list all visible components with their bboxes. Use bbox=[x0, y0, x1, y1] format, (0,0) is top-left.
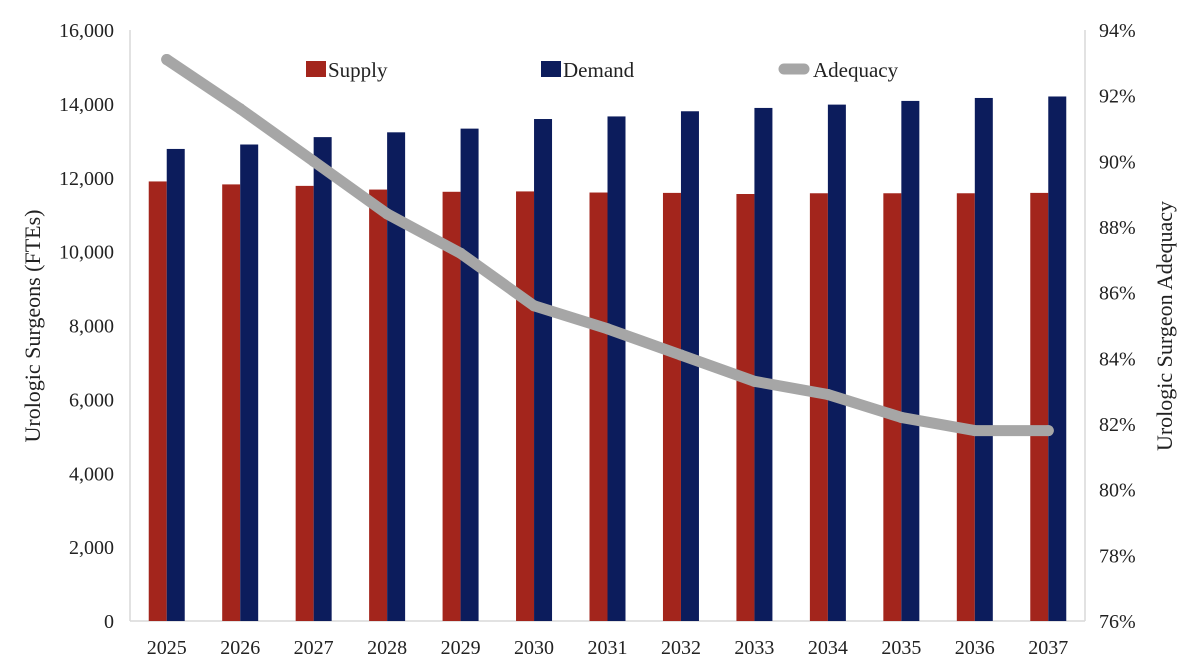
bar-supply-2026 bbox=[222, 184, 241, 621]
point-adequacy-2027 bbox=[308, 155, 320, 167]
y-tick-label: 8,000 bbox=[69, 316, 114, 338]
y2-tick-label: 80% bbox=[1099, 480, 1136, 502]
bar-demand-2025 bbox=[166, 148, 185, 621]
bar-demand-2032 bbox=[680, 111, 699, 621]
x-tick-label: 2029 bbox=[441, 637, 481, 659]
y-tick-label: 16,000 bbox=[59, 20, 114, 42]
point-adequacy-2037 bbox=[1042, 425, 1054, 437]
bar-demand-2028 bbox=[387, 132, 406, 621]
legend-label-demand: Demand bbox=[563, 58, 635, 82]
bar-supply-2030 bbox=[516, 191, 535, 621]
bar-supply-2035 bbox=[883, 193, 902, 622]
bar-supply-2025 bbox=[148, 181, 167, 621]
bar-demand-2033 bbox=[754, 107, 773, 622]
point-adequacy-2034 bbox=[822, 388, 834, 400]
legend-swatch-supply bbox=[306, 61, 326, 77]
point-adequacy-2031 bbox=[602, 323, 613, 335]
bar-supply-2037 bbox=[1030, 192, 1049, 621]
bar-demand-2027 bbox=[313, 137, 332, 621]
x-tick-label: 2031 bbox=[588, 637, 628, 659]
x-tick-label: 2035 bbox=[881, 637, 921, 659]
y2-tick-label: 76% bbox=[1099, 611, 1136, 633]
legend-item-supply: Supply bbox=[306, 58, 388, 82]
bar-supply-2027 bbox=[295, 185, 314, 621]
point-adequacy-2026 bbox=[234, 103, 246, 115]
y2-tick-label: 94% bbox=[1099, 20, 1136, 42]
bar-demand-2034 bbox=[827, 104, 846, 621]
y-tick-label: 12,000 bbox=[59, 168, 114, 190]
point-adequacy-2033 bbox=[748, 375, 760, 387]
point-adequacy-2028 bbox=[381, 208, 393, 220]
point-adequacy-2029 bbox=[455, 247, 467, 259]
legend-item-demand: Demand bbox=[541, 58, 635, 82]
bar-demand-2029 bbox=[460, 128, 479, 622]
x-tick-label: 2028 bbox=[367, 637, 407, 659]
y-axis-title: Urologic Surgeons (FTEs) bbox=[20, 209, 45, 442]
ticks-layer: 0 2,000 4,000 6,000 8,000 10,000 12,000 14,000 1… bbox=[59, 20, 1136, 659]
y2-tick-label: 92% bbox=[1099, 86, 1136, 108]
bar-supply-2034 bbox=[809, 193, 828, 622]
x-tick-label: 2032 bbox=[661, 637, 701, 659]
x-tick-label: 2030 bbox=[514, 637, 554, 659]
point-adequacy-2035 bbox=[895, 411, 907, 423]
y2-tick-label: 90% bbox=[1099, 151, 1136, 173]
y2-tick-label: 84% bbox=[1099, 348, 1136, 370]
bar-demand-2030 bbox=[534, 119, 553, 621]
bar-supply-2029 bbox=[442, 191, 461, 621]
bar-supply-2028 bbox=[369, 189, 388, 621]
y-tick-label: 2,000 bbox=[69, 537, 114, 559]
x-tick-label: 2037 bbox=[1028, 637, 1068, 659]
bars-layer bbox=[148, 96, 1067, 622]
y-tick-label: 14,000 bbox=[59, 94, 114, 116]
y2-axis-title: Urologic Surgeon Adequacy bbox=[1152, 201, 1177, 451]
x-tick-label: 2026 bbox=[220, 637, 260, 659]
legend-swatch-demand bbox=[541, 61, 561, 77]
bar-demand-2031 bbox=[607, 116, 626, 621]
y-tick-label: 6,000 bbox=[69, 389, 114, 411]
legend-label-supply: Supply bbox=[328, 58, 388, 82]
y2-tick-label: 86% bbox=[1099, 283, 1136, 305]
bar-demand-2026 bbox=[240, 144, 259, 621]
y-tick-label: 0 bbox=[104, 611, 114, 633]
y-tick-label: 4,000 bbox=[69, 463, 114, 485]
x-tick-label: 2033 bbox=[734, 637, 774, 659]
y2-tick-label: 88% bbox=[1099, 217, 1136, 239]
x-tick-label: 2025 bbox=[147, 637, 187, 659]
y2-tick-label: 78% bbox=[1099, 545, 1136, 567]
bar-supply-2031 bbox=[589, 192, 608, 621]
legend-item-adequacy: Adequacy bbox=[778, 58, 899, 82]
line-layer bbox=[161, 54, 1054, 437]
legend-label-adequacy: Adequacy bbox=[813, 58, 899, 82]
x-tick-label: 2036 bbox=[955, 637, 995, 659]
bar-demand-2037 bbox=[1048, 96, 1067, 622]
y2-tick-label: 82% bbox=[1099, 414, 1136, 436]
x-tick-label: 2027 bbox=[294, 637, 334, 659]
bar-supply-2032 bbox=[662, 192, 681, 621]
bar-demand-2036 bbox=[974, 97, 993, 622]
y-tick-label: 10,000 bbox=[59, 242, 114, 264]
point-adequacy-2036 bbox=[969, 425, 981, 437]
bar-demand-2035 bbox=[901, 100, 920, 622]
point-adequacy-2032 bbox=[675, 349, 687, 361]
bar-supply-2033 bbox=[736, 194, 755, 621]
point-adequacy-2030 bbox=[528, 300, 540, 312]
bar-supply-2036 bbox=[956, 193, 975, 622]
point-adequacy-2025 bbox=[161, 54, 173, 66]
legend-layer: Supply Demand Adequacy bbox=[306, 58, 899, 82]
x-tick-label: 2034 bbox=[808, 637, 848, 659]
